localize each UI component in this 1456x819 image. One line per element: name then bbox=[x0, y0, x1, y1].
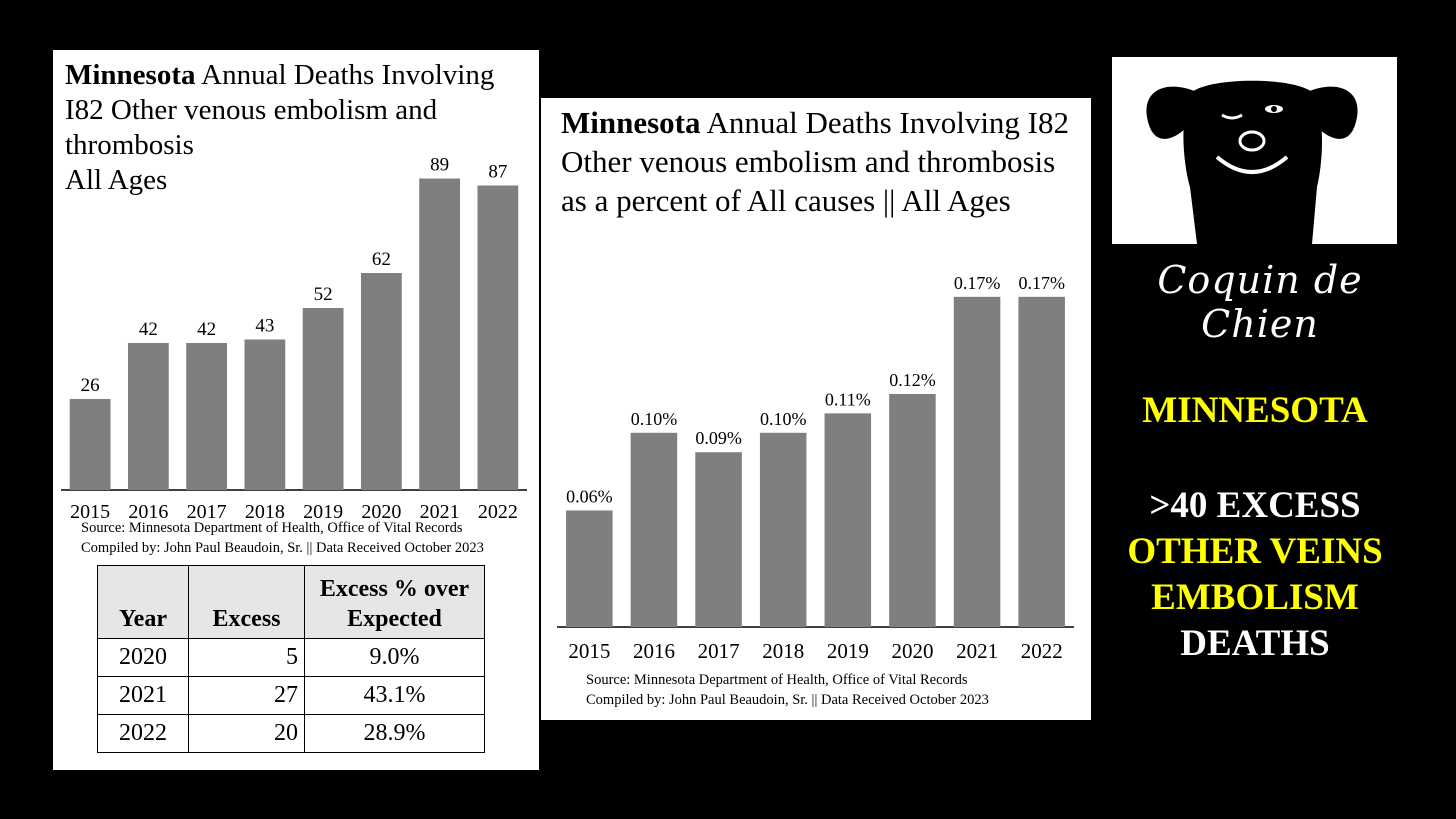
bar bbox=[360, 273, 402, 490]
data-label: 0.10% bbox=[631, 409, 678, 429]
cell-excess: 20 bbox=[188, 714, 305, 753]
data-label: 0.09% bbox=[695, 428, 742, 448]
x-tick-label: 2015 bbox=[568, 639, 610, 663]
x-tick-label: 2018 bbox=[245, 501, 285, 520]
bar bbox=[69, 399, 111, 490]
table-header-row: Year Excess Excess % over Expected bbox=[97, 565, 485, 639]
x-tick-label: 2022 bbox=[478, 501, 518, 520]
data-label: 52 bbox=[314, 284, 333, 305]
data-label: 89 bbox=[430, 155, 449, 176]
header-excess-pct: Excess % over Expected bbox=[304, 565, 485, 639]
dog-logo-icon bbox=[1146, 80, 1358, 244]
left-bar-chart: 26 2015 42 2016 42 2017 43 2018 52 2019 62 2020 89 20… bbox=[61, 155, 527, 520]
bar bbox=[759, 432, 807, 627]
bar bbox=[630, 432, 678, 627]
cell-excess: 27 bbox=[188, 676, 305, 715]
x-tick-label: 2022 bbox=[1021, 639, 1063, 663]
x-tick-label: 2017 bbox=[698, 639, 740, 663]
data-label: 42 bbox=[197, 319, 216, 340]
cell-year: 2020 bbox=[97, 638, 189, 677]
mid-chart-title: Minnesota Annual Deaths Involving I82 Ot… bbox=[561, 103, 1081, 220]
title-line2: All Ages bbox=[65, 164, 168, 196]
x-tick-label: 2016 bbox=[633, 639, 675, 663]
data-label: 42 bbox=[139, 319, 158, 340]
excess-table: Year Excess Excess % over Expected 2020 … bbox=[97, 565, 485, 753]
cell-year: 2021 bbox=[97, 676, 189, 715]
bar bbox=[889, 393, 936, 627]
title-rest: Annual Deaths Involving I82 Other venous… bbox=[561, 105, 1070, 218]
bar bbox=[566, 510, 613, 627]
bar bbox=[127, 343, 169, 490]
left-chart-title: Minnesota Annual Deaths Involving I82 Ot… bbox=[65, 58, 535, 198]
headline-excess: >40 EXCESS bbox=[1149, 485, 1361, 526]
title-bold: Minnesota bbox=[65, 59, 196, 91]
x-tick-label: 2017 bbox=[187, 501, 227, 520]
cell-pct: 43.1% bbox=[304, 676, 485, 715]
data-label: 0.17% bbox=[1018, 273, 1065, 293]
source-line: Source: Minnesota Department of Health, … bbox=[81, 520, 463, 536]
bar bbox=[477, 185, 519, 490]
bar bbox=[695, 452, 742, 627]
bar bbox=[953, 296, 1001, 627]
headline-deaths: DEATHS bbox=[1180, 623, 1330, 664]
mid-chart-panel: Minnesota Annual Deaths Involving I82 Ot… bbox=[541, 98, 1091, 720]
header-year: Year bbox=[97, 565, 189, 639]
x-tick-label: 2020 bbox=[891, 639, 933, 663]
cell-pct: 9.0% bbox=[304, 638, 485, 677]
data-label: 87 bbox=[488, 162, 507, 183]
data-label: 0.17% bbox=[954, 273, 1001, 293]
x-tick-label: 2019 bbox=[303, 501, 343, 520]
table-row: 2022 20 28.9% bbox=[97, 714, 485, 753]
source-line: Source: Minnesota Department of Health, … bbox=[586, 672, 968, 688]
data-label: 26 bbox=[81, 375, 100, 396]
cell-pct: 28.9% bbox=[304, 714, 485, 753]
cell-year: 2022 bbox=[97, 714, 189, 753]
x-tick-label: 2016 bbox=[128, 501, 168, 520]
mid-bar-chart: 0.06% 2015 0.10% 2016 0.09% 2017 0.10% 2018 0.11… bbox=[557, 273, 1074, 663]
x-tick-label: 2021 bbox=[956, 639, 998, 663]
bar bbox=[244, 339, 286, 490]
cell-excess: 5 bbox=[188, 638, 305, 677]
bar bbox=[186, 343, 228, 490]
left-source-note: Source: Minnesota Department of Health, … bbox=[81, 518, 484, 558]
title-rest: Annual Deaths Involving I82 Other venous… bbox=[65, 59, 495, 161]
x-tick-label: 2020 bbox=[361, 501, 401, 520]
headline-state: MINNESOTA bbox=[1142, 390, 1368, 431]
brand-name: Coquin de Chien bbox=[1157, 258, 1363, 346]
mid-source-note: Source: Minnesota Department of Health, … bbox=[586, 670, 989, 710]
headline-veins: OTHER VEINS bbox=[1127, 531, 1383, 572]
bar bbox=[824, 413, 872, 627]
compiled-line: Compiled by: John Paul Beaudoin, Sr. || … bbox=[586, 692, 989, 708]
table-row: 2020 5 9.0% bbox=[97, 638, 485, 677]
title-bold: Minnesota bbox=[561, 105, 701, 140]
left-chart-panel: Minnesota Annual Deaths Involving I82 Ot… bbox=[53, 50, 539, 770]
bar bbox=[1018, 296, 1065, 627]
data-label: 0.12% bbox=[889, 370, 936, 390]
x-tick-label: 2015 bbox=[70, 501, 110, 520]
bar bbox=[302, 308, 344, 490]
data-label: 43 bbox=[255, 316, 274, 337]
x-tick-label: 2021 bbox=[420, 501, 460, 520]
data-label: 0.10% bbox=[760, 409, 807, 429]
header-excess: Excess bbox=[188, 565, 305, 639]
x-tick-label: 2018 bbox=[762, 639, 804, 663]
data-label: 0.06% bbox=[566, 486, 613, 506]
data-label: 62 bbox=[372, 249, 391, 270]
headline-embolism: EMBOLISM bbox=[1151, 577, 1359, 618]
table-row: 2021 27 43.1% bbox=[97, 676, 485, 715]
data-label: 0.11% bbox=[825, 389, 871, 409]
logo-box bbox=[1112, 57, 1397, 244]
bar bbox=[419, 178, 461, 490]
x-tick-label: 2019 bbox=[827, 639, 869, 663]
compiled-line: Compiled by: John Paul Beaudoin, Sr. || … bbox=[81, 540, 484, 556]
